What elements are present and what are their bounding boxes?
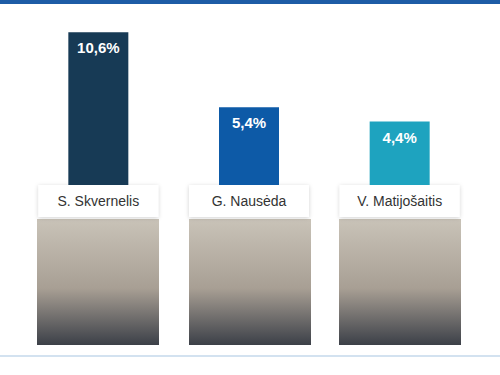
svg-text:G. Nausėda: G. Nausėda (212, 193, 287, 209)
svg-text:10,6%: 10,6% (77, 39, 120, 56)
svg-text:V. Matijošaitis: V. Matijošaitis (357, 193, 442, 209)
svg-text:5,4%: 5,4% (232, 114, 266, 131)
svg-text:4,4%: 4,4% (383, 129, 417, 146)
svg-text:S. Skvernelis: S. Skvernelis (57, 193, 139, 209)
